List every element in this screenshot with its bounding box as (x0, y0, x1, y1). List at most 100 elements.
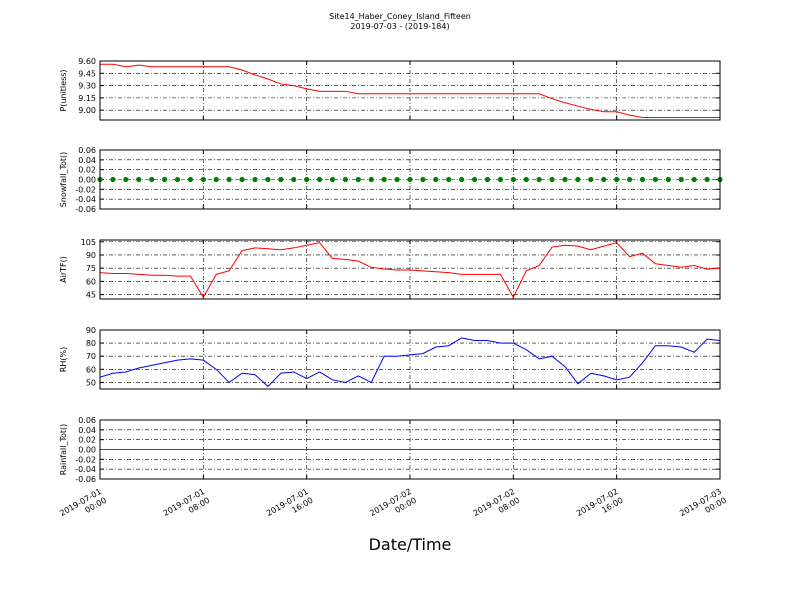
y-tick-label: 60 (86, 277, 96, 286)
y-tick-label: 9.15 (78, 94, 96, 103)
marker (239, 176, 245, 183)
y-tick-label: 105 (81, 238, 96, 247)
y-tick-label: 45 (86, 291, 96, 300)
marker (626, 176, 633, 183)
marker (213, 176, 219, 183)
marker (614, 176, 620, 183)
marker (252, 176, 258, 183)
marker (459, 176, 465, 183)
plot-frame (99, 329, 721, 390)
marker (691, 176, 697, 183)
marker (510, 176, 516, 183)
y-axis-label: P(unitless) (59, 69, 68, 111)
marker (665, 176, 671, 183)
y-tick-label: 0.02 (78, 166, 96, 175)
marker (316, 176, 323, 183)
y-tick-label: -0.04 (75, 195, 96, 204)
x-tick-label: 2019-07-0208:00 (472, 487, 522, 527)
marker (265, 176, 271, 183)
marker (433, 176, 439, 183)
marker (536, 176, 542, 183)
marker (355, 176, 361, 183)
marker (484, 176, 491, 183)
y-tick-label: 0.00 (78, 446, 96, 455)
y-tick-label: 90 (86, 251, 96, 260)
marker (278, 176, 284, 183)
marker (652, 176, 659, 183)
x-tick-label: 2019-07-0108:00 (162, 487, 212, 527)
y-tick-label: 90 (86, 326, 96, 335)
y-tick-label: 0.06 (78, 416, 96, 425)
marker (575, 176, 581, 183)
y-tick-label: 0.06 (78, 146, 96, 155)
data-line (100, 63, 720, 119)
plot-frame (99, 149, 721, 210)
plot-frame (99, 239, 721, 300)
y-tick-label: 60 (86, 365, 96, 374)
x-axis-label: Date/Time (369, 535, 452, 554)
marker (523, 176, 529, 183)
y-tick-label: -0.06 (75, 205, 96, 214)
y-tick-label: -0.06 (75, 475, 96, 484)
marker (588, 176, 594, 183)
marker (161, 176, 168, 183)
x-tick-label: 2019-07-0100:00 (58, 487, 108, 527)
marker (381, 176, 387, 183)
y-tick-label: -0.02 (75, 185, 96, 194)
x-tick-label: 2019-07-0116:00 (265, 487, 315, 527)
marker (471, 176, 478, 183)
y-tick-label: -0.04 (75, 465, 96, 474)
marker (704, 176, 710, 183)
chart-subtitle: 2019-07-03 - (2019-184) (350, 22, 449, 31)
marker (446, 176, 452, 183)
marker (407, 176, 413, 183)
marker (304, 176, 310, 183)
y-tick-label: 70 (86, 352, 96, 361)
chart-title: Site14_Haber_Coney_Island_Fifteen (329, 12, 471, 21)
marker (123, 176, 129, 183)
y-tick-label: 0.04 (78, 156, 96, 165)
data-line (99, 242, 721, 299)
marker (149, 176, 155, 183)
x-tick-label: 2019-07-0216:00 (575, 487, 625, 527)
marker (420, 176, 426, 183)
y-axis-label: Rainfall_Tot() (59, 424, 68, 476)
marker (549, 176, 555, 183)
marker (342, 176, 349, 183)
y-tick-label: 9.45 (78, 69, 96, 78)
y-tick-label: -0.02 (75, 455, 96, 464)
y-tick-label: 80 (86, 339, 96, 348)
y-tick-label: 9.60 (78, 57, 96, 66)
marker (226, 176, 232, 183)
marker (136, 176, 142, 183)
marker (200, 176, 206, 183)
marker (187, 176, 194, 183)
y-tick-label: 0.04 (78, 426, 96, 435)
marker (368, 176, 374, 183)
plot-frame (99, 60, 721, 121)
marker (639, 176, 646, 183)
y-tick-label: 0.00 (78, 176, 96, 185)
y-axis-label: AirTF() (59, 256, 68, 283)
data-line (99, 337, 721, 388)
marker (329, 176, 336, 183)
marker (601, 176, 607, 183)
marker (291, 176, 297, 183)
x-tick-label: 2019-07-0200:00 (368, 487, 418, 527)
y-tick-label: 9.00 (78, 106, 96, 115)
marker (678, 176, 684, 183)
y-tick-label: 0.02 (78, 436, 96, 445)
y-tick-label: 50 (86, 378, 96, 387)
marker (110, 176, 116, 183)
y-axis-label: Snowfall_Tot() (59, 152, 68, 208)
marker (174, 176, 181, 183)
y-tick-label: 9.30 (78, 82, 96, 91)
y-axis-label: RH(%) (59, 347, 68, 372)
x-tick-label: 2019-07-0300:00 (678, 487, 728, 527)
marker (497, 176, 504, 183)
plot-frame (99, 419, 721, 480)
y-tick-label: 75 (86, 264, 96, 273)
marker (394, 176, 400, 183)
marker (562, 176, 568, 183)
